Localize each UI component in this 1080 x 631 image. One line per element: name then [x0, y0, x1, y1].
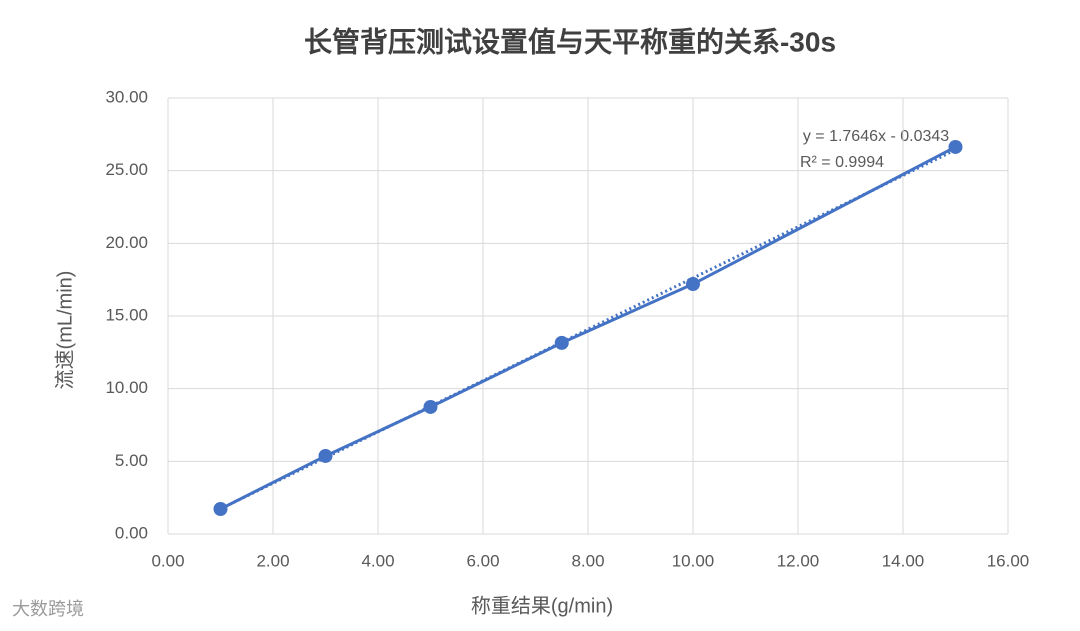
data-point [213, 502, 228, 517]
y-tick-label: 20.00 [105, 233, 148, 252]
x-tick-label: 6.00 [466, 551, 499, 570]
y-tick-label: 15.00 [105, 305, 148, 324]
data-point [423, 399, 438, 414]
x-tick-label: 4.00 [361, 551, 394, 570]
y-tick-label: 5.00 [115, 451, 148, 470]
x-tick-label: 16.00 [987, 551, 1030, 570]
x-tick-label: 12.00 [777, 551, 820, 570]
x-axis-title: 称重结果(g/min) [471, 594, 613, 617]
chart-title: 长管背压测试设置值与天平称重的关系-30s [304, 25, 836, 57]
series-line [219, 145, 957, 511]
x-tick-label: 10.00 [672, 551, 715, 570]
x-tick-label: 8.00 [571, 551, 604, 570]
data-point [318, 448, 333, 463]
y-tick-label: 0.00 [115, 523, 148, 542]
x-tick-label: 0.00 [151, 551, 184, 570]
data-point [554, 335, 569, 350]
data-point [686, 277, 700, 292]
y-tick-label: 10.00 [105, 378, 148, 397]
x-tick-label: 2.00 [256, 551, 289, 570]
x-tick-label: 14.00 [882, 551, 925, 570]
y-tick-label: 25.00 [105, 160, 148, 179]
trendline-equation: y = 1.7646x - 0.0343 [803, 128, 949, 145]
watermark: 大数跨境 [12, 599, 84, 619]
y-axis-title: 流速(mL/min) [53, 271, 76, 390]
y-tick-label: 30.00 [105, 87, 148, 106]
data-point [948, 139, 963, 154]
trendline-r2: R² = 0.9994 [800, 154, 884, 171]
